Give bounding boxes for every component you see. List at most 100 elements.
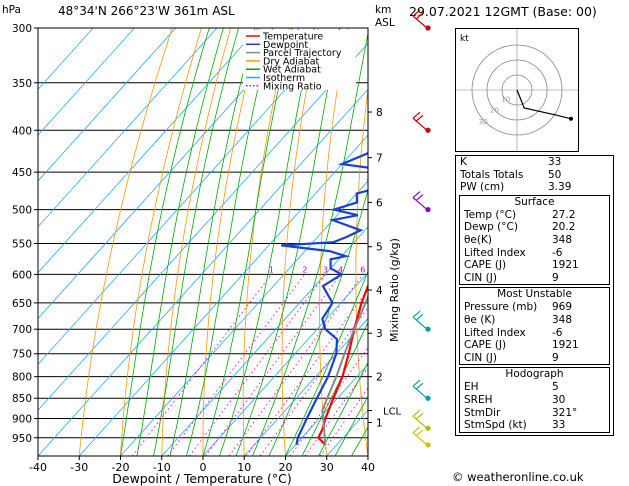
wet-adiabat <box>235 28 341 456</box>
mixing-ratio-line <box>259 306 368 456</box>
mixing-ratio-line <box>319 387 368 456</box>
height-tick-label: 2 <box>376 372 383 384</box>
dry-adiabat <box>355 86 368 456</box>
surface-title: Surface <box>514 195 555 208</box>
surface-row: Temp (°C) 27.2 <box>460 209 609 222</box>
surface-label: θe(K) <box>464 233 492 246</box>
wind-barb <box>412 409 431 431</box>
wet-adiabat <box>318 361 368 456</box>
most-unstable-title: Most Unstable <box>497 288 572 301</box>
dry-adiabat <box>425 28 450 456</box>
hodograph-storm-motion <box>569 116 573 121</box>
wet-adiabat <box>169 28 256 456</box>
hodograph-stat-value: 5 <box>552 381 559 394</box>
location-title: 48°34'N 266°23'W 361m ASL <box>58 4 235 18</box>
pressure-tick-label: 800 <box>12 372 32 384</box>
isotherm-line <box>38 28 176 182</box>
wind-barb <box>412 379 431 401</box>
legend-background <box>243 30 356 90</box>
legend-item: Dry Adiabat <box>263 56 320 67</box>
most-unstable-label: θe (K) <box>464 313 496 326</box>
wind-barb <box>412 426 431 448</box>
mixing-ratio-label: 16 <box>415 265 425 274</box>
mixing-ratio-line <box>131 274 272 456</box>
height-tick-label: 1 <box>376 417 383 429</box>
mixing-ratio-line <box>289 346 368 456</box>
wet-adiabat <box>334 395 368 456</box>
hodograph-stat-label: StmDir <box>464 406 501 419</box>
temperature-tick-label: 40 <box>361 461 375 474</box>
isotherm-line <box>38 88 368 456</box>
index-label: PW (cm) <box>460 181 505 194</box>
dry-adiabat <box>120 28 202 456</box>
legend-item: Wet Adiabat <box>263 65 321 76</box>
temperature-tick-label: -10 <box>153 461 171 474</box>
legend-item: Parcel Trajectory <box>263 48 342 59</box>
most-unstable-row: θe (K) 348 <box>460 314 609 327</box>
dry-adiabat <box>78 28 173 456</box>
pressure-tick-label: 850 <box>12 393 32 405</box>
hodograph-ring-label: 30 <box>479 118 488 126</box>
mixing-ratio-line <box>304 366 368 456</box>
index-label: K <box>460 156 467 168</box>
dry-adiabat <box>202 28 261 456</box>
most-unstable-value: 1921 <box>552 339 579 352</box>
pressure-tick-label: 650 <box>12 298 32 310</box>
isotherm-line <box>243 317 368 456</box>
most-unstable-value: 969 <box>552 301 573 314</box>
temperature-tick-label: 10 <box>237 461 251 474</box>
wet-adiabat <box>120 28 210 456</box>
hodograph-stat-value: 30 <box>552 393 566 406</box>
surface-label: Temp (°C) <box>464 208 517 221</box>
height-tick-label: 6 <box>376 197 383 209</box>
mixing-ratio-axis-label: Mixing Ratio (g/kg) <box>388 238 401 342</box>
hodograph-stat-row: SREH 30 <box>460 394 609 407</box>
series-dewpoint <box>281 152 368 446</box>
temperature-tick-label: 30 <box>320 461 334 474</box>
pressure-tick-label: 550 <box>12 238 32 250</box>
hodograph-ring-label: 10 <box>501 95 510 103</box>
most-unstable-value: -6 <box>552 326 563 339</box>
wet-adiabat <box>136 28 224 456</box>
asl-label: ASL <box>375 17 395 29</box>
wind-barb <box>412 191 431 213</box>
surface-value: 9 <box>552 271 559 284</box>
isotherm-line <box>38 28 135 136</box>
hodograph-stat-row: StmDir 321° <box>460 407 609 420</box>
most-unstable-label: Lifted Index <box>464 326 526 339</box>
mixing-ratio-label: 25 <box>443 265 453 274</box>
pressure-tick-label: 500 <box>12 205 32 217</box>
temperature-tick-label: 20 <box>279 461 293 474</box>
indices-panel: K 33 Totals Totals 50 PW (cm) 3.39 Surface Te… <box>455 155 614 436</box>
legend-item: Temperature <box>262 32 323 43</box>
most-unstable-label: CIN (J) <box>464 351 497 364</box>
hodograph-stat-value: 33 <box>552 419 566 432</box>
index-label: Totals Totals <box>460 168 524 181</box>
surface-value: -6 <box>552 246 563 259</box>
height-tick-label: 4 <box>376 285 383 297</box>
wind-barb <box>412 9 431 31</box>
pressure-tick-label: 700 <box>12 324 32 336</box>
pressure-tick-label: 400 <box>12 125 32 137</box>
height-tick-label: 5 <box>376 242 383 254</box>
surface-value: 20.2 <box>552 221 576 234</box>
surface-row: Dewp (°C) 20.2 <box>460 221 609 234</box>
km-label: km <box>375 4 392 16</box>
temperature-tick-label: -40 <box>29 461 47 474</box>
surface-label: Dewp (°C) <box>464 221 518 234</box>
temperature-tick-label: 0 <box>200 461 207 474</box>
legend-item: Isotherm <box>263 73 305 84</box>
most-unstable-label: Pressure (mb) <box>464 301 538 314</box>
hodograph-box: Hodograph EH 5 SREH 30 StmDir 321° StmSpd (kt)… <box>459 367 610 433</box>
wet-adiabat <box>252 31 368 456</box>
surface-label: CIN (J) <box>464 271 497 284</box>
most-unstable-box: Most Unstable Pressure (mb) 969 θe (K) 348 L… <box>459 287 610 366</box>
wet-adiabat <box>301 321 368 456</box>
isotherm-line <box>285 363 368 456</box>
mixing-ratio-line <box>205 274 341 456</box>
isotherm-line <box>202 272 368 456</box>
hpa-label: hPa <box>2 4 21 16</box>
pressure-tick-label: 450 <box>12 167 32 179</box>
wet-adiabat <box>285 270 368 456</box>
surface-label: Lifted Index <box>464 246 526 259</box>
